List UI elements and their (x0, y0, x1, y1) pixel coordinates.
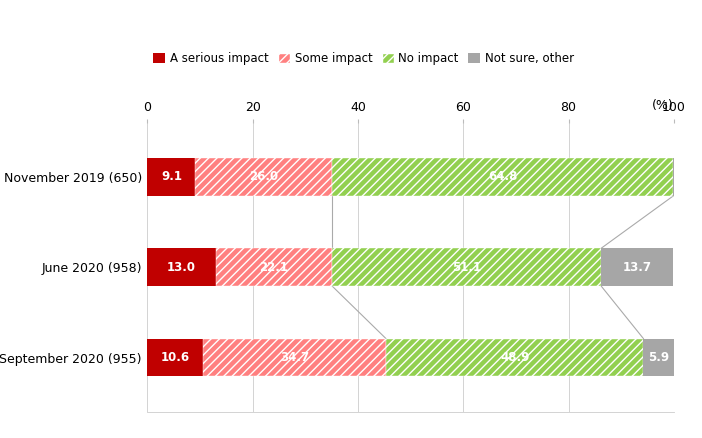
Bar (386, 339, 643, 377)
Text: 13.0: 13.0 (167, 261, 196, 274)
Bar (147, 339, 204, 377)
Bar (147, 158, 195, 196)
Text: 13.7: 13.7 (623, 261, 652, 274)
Bar (147, 248, 216, 286)
Bar (643, 339, 675, 377)
Bar (601, 248, 673, 286)
Bar (673, 158, 675, 196)
Legend: A serious impact, Some impact, No impact, Not sure, other: A serious impact, Some impact, No impact… (153, 52, 574, 65)
Text: (%): (%) (652, 99, 674, 112)
Text: 51.1: 51.1 (452, 261, 482, 274)
Text: 22.1: 22.1 (260, 261, 289, 274)
Text: 9.1: 9.1 (161, 170, 182, 184)
Bar (332, 158, 673, 196)
Bar (332, 248, 601, 286)
Text: 5.9: 5.9 (649, 351, 670, 364)
Bar (216, 248, 332, 286)
Bar (204, 339, 386, 377)
Text: 10.6: 10.6 (161, 351, 190, 364)
Text: 64.8: 64.8 (488, 170, 517, 184)
Text: 26.0: 26.0 (249, 170, 278, 184)
Text: 34.7: 34.7 (280, 351, 309, 364)
Text: 48.9: 48.9 (500, 351, 529, 364)
Bar (195, 158, 332, 196)
